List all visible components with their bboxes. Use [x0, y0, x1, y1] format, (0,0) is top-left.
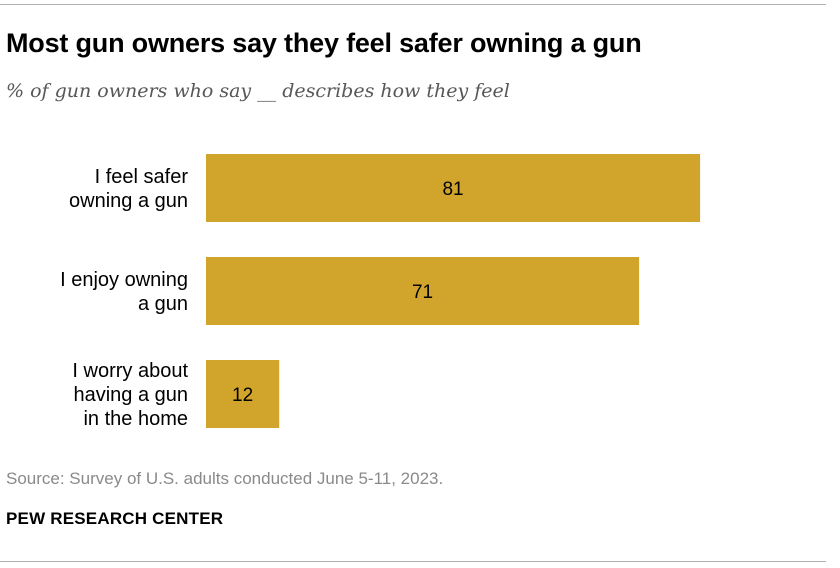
category-label-line: in the home [83, 408, 188, 430]
category-label-line: a gun [138, 293, 188, 315]
category-label-1: I enjoy owning a gun [60, 269, 188, 315]
value-label-0: 81 [442, 179, 463, 200]
category-label-line: I enjoy owning [60, 269, 188, 291]
chart-title: Most gun owners say they feel safer owni… [6, 28, 642, 58]
category-label-line: having a gun [73, 384, 188, 406]
value-label-1: 71 [412, 282, 433, 303]
bar-0 [206, 154, 701, 222]
category-label-0: I feel safer owning a gun [69, 166, 188, 212]
bar-2 [206, 360, 280, 428]
top-rule [0, 4, 826, 5]
source-note: Source: Survey of U.S. adults conducted … [6, 469, 444, 488]
category-label-line: I feel safer [95, 166, 189, 188]
category-label-2: I worry about having a gun in the home [72, 360, 188, 430]
category-label-line: owning a gun [69, 190, 188, 212]
bar-1 [206, 257, 640, 325]
organization-name: PEW RESEARCH CENTER [6, 509, 224, 528]
bottom-rule [0, 561, 826, 562]
chart-subtitle: % of gun owners who say __ describes how… [6, 80, 510, 102]
bar-chart: 81 I feel safer owning a gun 71 I enjoy owni… [60, 154, 701, 430]
category-label-line: I worry about [72, 360, 188, 382]
value-label-2: 12 [232, 385, 253, 406]
